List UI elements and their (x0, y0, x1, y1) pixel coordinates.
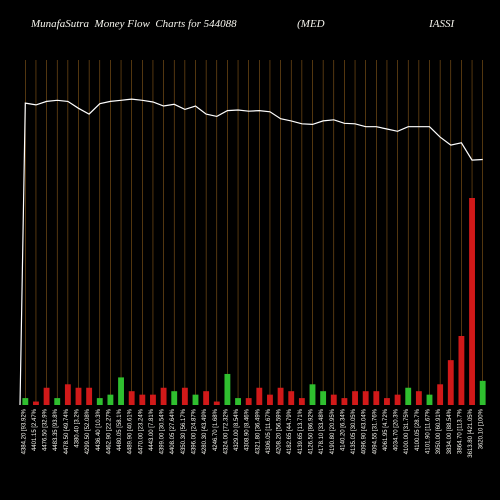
x-axis-label: 4396.00 [24.87% (192, 408, 198, 454)
x-axis-label: 4476.50 [32.9% (43, 408, 49, 451)
x-axis-label: 4061.95 [4.72% (383, 408, 389, 451)
x-axis-label: 4034.70 [20.3% (394, 408, 400, 451)
x-axis-label: 4384.20 [93.92% (21, 408, 27, 454)
x-axis-label: 4380.40 [3.2% (75, 408, 81, 447)
x-axis-label: 4306.05 [11.67% (266, 408, 272, 454)
x-axis-label: 3864.70 [113.7% (457, 408, 463, 454)
x-axis-label: 4126.50 [86.92% (309, 408, 315, 454)
x-axis-label: 4135.05 [30.05% (351, 408, 357, 454)
money-flow-chart: 4384.20 [93.92% 4401.15 [2.47% 4476.50 [32… (0, 0, 500, 500)
x-axis-label: 4408.05 [27.64% (170, 408, 176, 454)
x-axis-label: 4280.30 [43.49% (202, 408, 208, 454)
x-axis-label: 4483.35 [93.8% (53, 408, 59, 451)
x-axis-label: 4246.70 [1.68% (213, 408, 219, 451)
x-axis-label: 4139.65 [13.71% (298, 408, 304, 454)
title-part-a: MunafaSutra Money Flow Charts for 544088 (31, 18, 237, 30)
x-axis-label: 4100.00 [31.75% (404, 408, 410, 454)
x-axis-label: 4399.00 [30.54% (160, 408, 166, 454)
title-part-c: IASSI (429, 18, 454, 30)
x-axis-label: 4462.90 [22.27% (106, 408, 112, 454)
x-axis-label: 4308.90 [8.46% (245, 408, 251, 451)
x-axis-label: 4443.00 [7.81% (149, 408, 155, 451)
x-axis-label: 4436.40 [10.3% (96, 408, 102, 451)
x-axis-label: 4489.90 [40.61% (128, 408, 134, 454)
x-axis-label: 4178.10 [33.48% (319, 408, 325, 454)
x-axis-label: 4140.20 [6.34% (340, 408, 346, 451)
title-part-b: (MED (297, 18, 325, 30)
x-axis-label: 4321.80 [36.49% (255, 408, 261, 454)
x-axis-label: 4182.65 [44.79% (287, 408, 293, 454)
chart-title: MunafaSutra Money Flow Charts for 544088… (20, 6, 480, 42)
x-axis-label: 3620.10 [100% (479, 408, 485, 449)
x-axis-label: 3834.00 [88.54% (447, 408, 453, 454)
x-axis-label: 4401.15 [2.47% (32, 408, 38, 451)
x-axis-label: 4324.00 [72.32% (223, 408, 229, 454)
x-axis-label: 4100.05 [28.7% (415, 408, 421, 451)
x-axis-label: 4094.55 [31.76% (372, 408, 378, 454)
x-axis-label: 4299.50 [52.08% (85, 408, 91, 454)
x-axis-label: 4478.50 [49.74% (64, 408, 70, 454)
x-axis-label: 3613.80 [421.05% (468, 408, 474, 457)
x-axis-label: 4350.30 [56.17% (181, 408, 187, 454)
x-axis-label: 4470.00 [23.24% (138, 408, 144, 454)
x-axis-label: 4190.80 [20.95% (330, 408, 336, 454)
x-axis-label: 4480.05 [58.1% (117, 408, 123, 451)
x-axis-label: 4101.90 [11.67% (426, 408, 432, 454)
x-axis-label: 4208.20 [56.59% (277, 408, 283, 454)
x-axis-label: 3950.00 [60.91% (436, 408, 442, 454)
x-axis-label: 4096.90 [43.04% (362, 408, 368, 454)
chart-container: MunafaSutra Money Flow Charts for 544088… (0, 0, 500, 500)
x-axis-label: 4329.00 [8.54% (234, 408, 240, 451)
